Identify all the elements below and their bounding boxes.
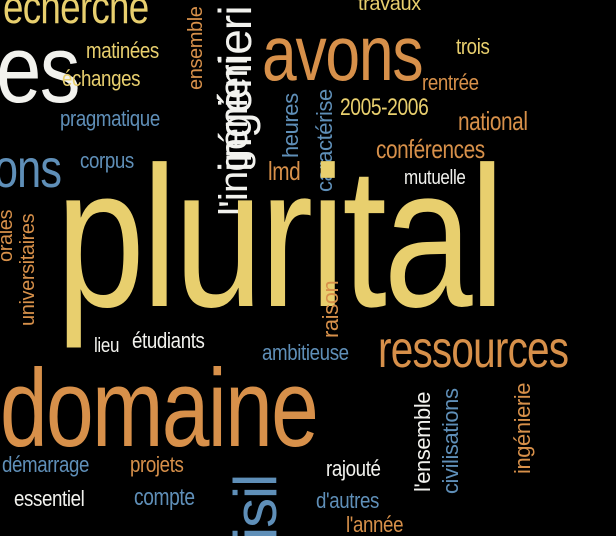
word-raison: raison — [318, 280, 343, 338]
word-projets: projets — [130, 452, 184, 477]
word-travaux: travaux — [358, 0, 421, 15]
word-corpus: corpus — [80, 148, 134, 173]
word-mutuelle: mutuelle — [404, 167, 466, 189]
word-etudiants: étudiants — [132, 328, 205, 353]
word-lensemble: l'ensemble — [410, 391, 435, 492]
word-civilisations: civilisations — [438, 388, 463, 494]
word-lannee: l'année — [346, 512, 404, 536]
word-year: 2005-2006 — [340, 94, 429, 121]
word-recherche: echerche — [3, 0, 149, 33]
word-orales: orales — [0, 209, 17, 262]
word-echanges: échanges — [62, 66, 141, 91]
word-ons: ons — [0, 139, 62, 199]
word-essentiel: essentiel — [14, 486, 85, 511]
word-lieu: lieu — [94, 335, 120, 357]
word-isil: isil — [222, 474, 289, 536]
word-matinees: matinées — [86, 38, 159, 63]
word-pragmatique: pragmatique — [60, 106, 160, 131]
word-rajoute: rajouté — [326, 456, 381, 481]
word-compte: compte — [134, 484, 195, 511]
word-rentree: rentrée — [422, 70, 479, 95]
word-ambitieuse: ambitieuse — [262, 340, 349, 365]
word-avons: avons — [262, 9, 424, 97]
word-plurital: plurital — [56, 126, 505, 349]
word-ensemble: ensemble — [185, 6, 207, 90]
word-ingenierie-bottom: ingénierie — [510, 382, 535, 474]
word-trois: trois — [456, 34, 490, 59]
word-ressources: ressources — [378, 321, 569, 379]
word-demarrage: démarrage — [2, 452, 90, 477]
word-national: national — [458, 106, 528, 136]
word-conferences: conférences — [376, 134, 485, 164]
word-universitaires: universitaires — [17, 213, 39, 326]
word-domaine: domaine — [0, 347, 319, 470]
word-lmd: lmd — [268, 156, 301, 186]
word-dautres: d'autres — [316, 488, 379, 513]
word-es: es — [0, 16, 81, 123]
